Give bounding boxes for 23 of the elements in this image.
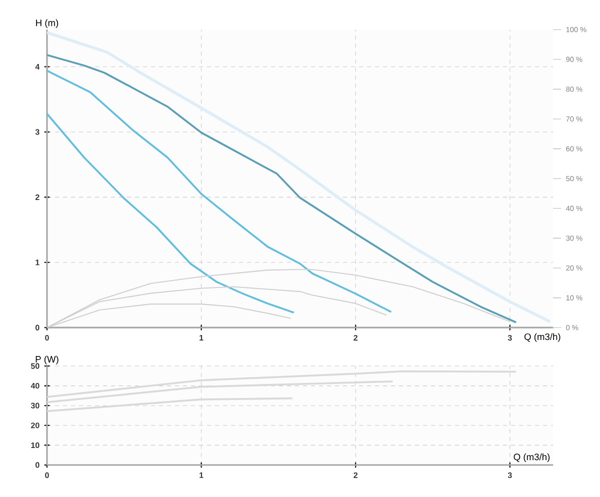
- x-axis-title: Q (m3/h): [514, 453, 550, 462]
- x-tick-label: 1: [200, 334, 204, 340]
- x-tick-label: 0: [45, 334, 49, 341]
- y-tick-label: 50: [30, 363, 40, 369]
- y-tick-label: 40: [30, 382, 40, 389]
- y-axis-title: P (W): [36, 356, 58, 364]
- y-tick-label: 1: [36, 260, 40, 266]
- y-tick-label: 2: [35, 194, 40, 200]
- y-tick-label: 0: [35, 324, 40, 330]
- x-axis-title: Q (m3/h): [524, 333, 560, 342]
- x-tick-label: 2: [354, 334, 358, 341]
- x-tick-label: 1: [200, 472, 204, 478]
- y-tick-label: 30: [30, 402, 40, 408]
- y-tick-label: 10: [31, 442, 40, 448]
- y-tick-label: 20: [30, 422, 40, 428]
- x-tick-label: 3: [508, 334, 512, 341]
- y-tick-label: 4: [35, 64, 40, 70]
- y-axis-title: H (m): [36, 19, 58, 28]
- y-tick-label: 3: [35, 129, 40, 135]
- y-tick-label: 0: [35, 462, 40, 468]
- x-tick-label: 2: [354, 472, 358, 478]
- x-tick-label: 0: [45, 472, 49, 478]
- x-tick-label: 3: [508, 472, 512, 478]
